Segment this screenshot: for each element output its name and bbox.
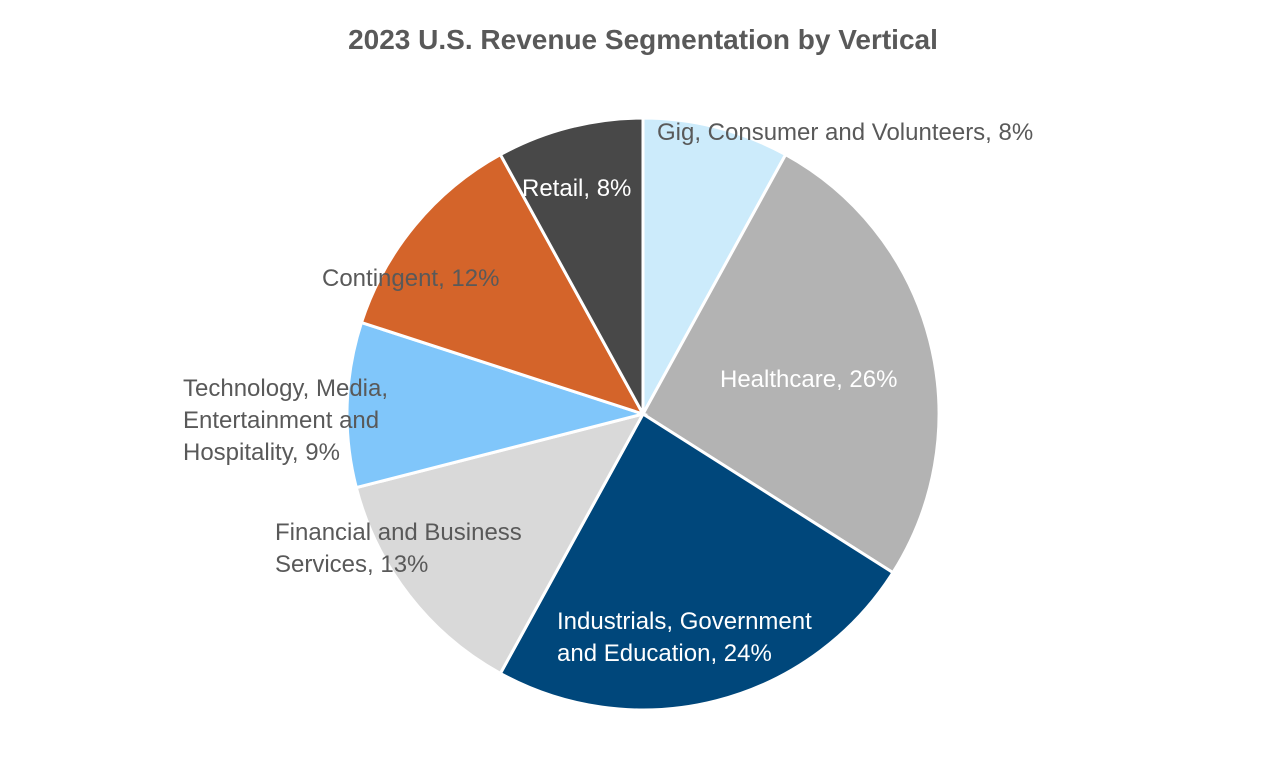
slice-industrials-government-and-education <box>498 411 895 712</box>
label-line: and Education, 24% <box>557 640 772 667</box>
label-technology-media-entertainment-and-hospitality: Technology, Media, Entertainment and Hospi… <box>183 375 388 466</box>
slice-financial-and-business-services <box>354 411 646 676</box>
slice-retail <box>498 116 645 415</box>
label-line: Industrials, Government <box>557 608 812 635</box>
label-line: Entertainment and <box>183 407 379 434</box>
label-healthcare: Healthcare, 26% <box>720 366 897 393</box>
pie-slices <box>345 116 941 712</box>
slice-gig-consumer-and-volunteers <box>641 116 788 415</box>
label-line: Services, 13% <box>275 551 428 578</box>
label-line: Retail, 8% <box>522 175 631 202</box>
label-retail: Retail, 8% <box>522 175 631 202</box>
label-gig-consumer-and-volunteers: Gig, Consumer and Volunteers, 8% <box>657 119 1033 146</box>
chart-title: 2023 U.S. Revenue Segmentation by Vertic… <box>348 24 938 55</box>
label-line: Gig, Consumer and Volunteers, 8% <box>657 119 1033 146</box>
label-line: Contingent, 12% <box>322 265 499 292</box>
slice-healthcare <box>641 152 941 575</box>
label-industrials-government-and-education: Industrials, Government and Education, 24… <box>557 608 812 667</box>
slice-contingent <box>359 152 647 417</box>
pie-labels: Gig, Consumer and Volunteers, 8% Healthca… <box>183 119 1033 667</box>
label-financial-and-business-services: Financial and Business Services, 13% <box>275 519 522 578</box>
label-line: Technology, Media, <box>183 375 388 402</box>
label-line: Financial and Business <box>275 519 522 546</box>
label-line: Hospitality, 9% <box>183 439 340 466</box>
label-line: Healthcare, 26% <box>720 366 897 393</box>
slice-technology-media-entertainment-and-hospitality <box>345 320 649 490</box>
label-contingent: Contingent, 12% <box>322 265 499 292</box>
